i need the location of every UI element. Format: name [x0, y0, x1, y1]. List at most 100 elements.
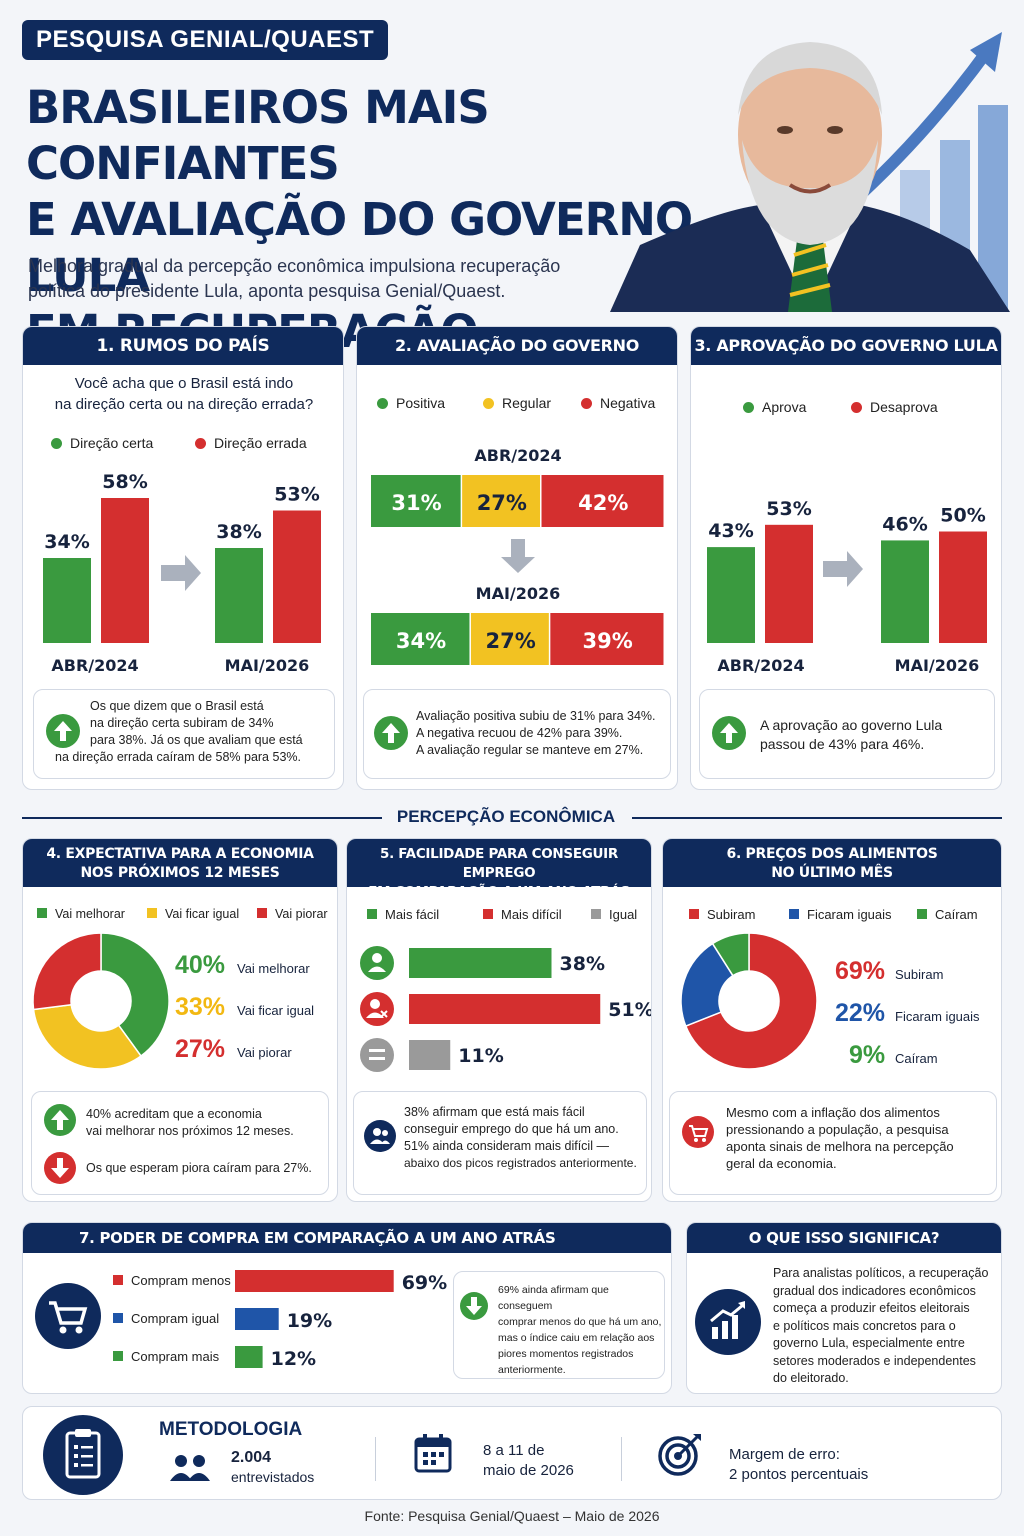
value-label: 27% — [175, 1035, 226, 1063]
slice-label: Ficaram iguais — [895, 1009, 980, 1024]
slice-vai-ficar-igual — [32, 1003, 143, 1070]
slice-label: Caíram — [895, 1051, 938, 1066]
slice-cairam — [711, 932, 750, 977]
legend-item: Aprova — [743, 399, 806, 415]
value-label: 42% — [578, 491, 628, 515]
slice-vai-piorar — [32, 932, 102, 1011]
margin-line: Margem de erro: — [729, 1446, 840, 1463]
red-dot-icon — [195, 438, 206, 449]
note-box: Os que dizem que o Brasil está na direçã… — [33, 689, 335, 779]
red-dot-icon — [581, 398, 592, 409]
gray-square-icon — [591, 909, 601, 919]
shopping-cart-icon — [35, 1283, 101, 1349]
bar-abr-2024-certa — [43, 558, 91, 643]
note-line: 40% acreditam que a economia — [86, 1107, 262, 1121]
red-dot-icon — [851, 402, 862, 413]
title-line: E AVALIAÇÃO DO GOVERNO LULA — [26, 193, 693, 302]
text-line: gradual dos indicadores econômicos — [773, 1283, 976, 1298]
note-text: Mesmo com a inflação dos alimentos press… — [726, 1104, 994, 1172]
card-precos-alimentos: 6. PREÇOS DOS ALIMENTOS NO ÚLTIMO MÊS Su… — [662, 838, 1002, 1202]
arrow-down-icon — [501, 539, 535, 573]
divider — [621, 1437, 622, 1481]
note-text: 38% afirmam que está mais fácil consegui… — [404, 1104, 648, 1172]
title-line: 6. PREÇOS DOS ALIMENTOS — [726, 846, 938, 862]
legend-label: Positiva — [396, 395, 446, 411]
bar-igual — [409, 1040, 451, 1070]
note-line: 51% ainda consideram mais difícil — — [404, 1139, 609, 1153]
value-label: 69% — [402, 1272, 447, 1294]
chart-rumos: 34% 58% 38% 53% ABR/2024 MAI/2026 — [43, 471, 321, 675]
card-title: 2. AVALIAÇÃO DO GOVERNO FEDERAL — [357, 327, 677, 393]
smile-shape — [788, 183, 832, 194]
legend-label: Vai ficar igual — [165, 907, 240, 921]
legend-item: Mais fácil — [367, 907, 439, 922]
card-facilidade-emprego: 5. FACILIDADE PARA CONSEGUIR EMPREGO EM … — [346, 838, 652, 1202]
value-label: 19% — [287, 1310, 332, 1332]
card-rumos-do-pais: 1. RUMOS DO PAÍS Você acha que o Brasil … — [22, 326, 344, 790]
bar-abr-2024-errada — [101, 498, 149, 643]
text-line: e políticos mais concretos para o — [773, 1318, 956, 1333]
note-text: Os que esperam piora caíram para 27%. — [86, 1161, 312, 1175]
category-label: Compram igual — [131, 1311, 220, 1326]
segment-positiva — [371, 613, 470, 665]
legend-label: Direção errada — [214, 435, 307, 451]
value-label: 53% — [274, 484, 319, 506]
divider — [375, 1437, 376, 1481]
note-line: passou de 43% para 46%. — [760, 736, 925, 752]
value-label: 27% — [486, 629, 536, 653]
note-text: 40% acreditam que a economia vai melhora… — [86, 1106, 326, 1140]
bar-mais-facil — [409, 948, 552, 978]
arrow-head-icon — [970, 32, 1002, 72]
note-box: Avaliação positiva subiu de 31% para 34%… — [363, 689, 671, 779]
card-expectativa-economia: 4. EXPECTATIVA PARA A ECONOMIA NOS PRÓXI… — [22, 838, 338, 1202]
note-text: Os que dizem que o Brasil está na direçã… — [55, 698, 334, 766]
green-dot-icon — [51, 438, 62, 449]
category-label: MAI/2026 — [225, 656, 310, 675]
legend-item: Positiva — [377, 395, 445, 411]
bar-abr-2024-aprova — [707, 547, 755, 643]
people-icon — [364, 1120, 396, 1152]
card-title: 6. PREÇOS DOS ALIMENTOS NO ÚLTIMO MÊS — [663, 839, 1001, 887]
value-label: 43% — [708, 520, 753, 542]
note-line: abaixo dos picos registrados anteriormen… — [404, 1156, 637, 1170]
question-line: Você acha que o Brasil está indo — [74, 375, 294, 392]
value-label: 46% — [882, 513, 927, 535]
value-label: 38% — [560, 953, 605, 975]
slice-label: Vai piorar — [237, 1045, 292, 1060]
note-line: comprar menos do que há um ano, — [498, 1316, 662, 1328]
margin-of-error: Margem de erro: 2 pontos percentuais — [729, 1445, 868, 1485]
note-line: 38% afirmam que está mais fácil — [404, 1105, 585, 1119]
row-label: MAI/2026 — [476, 584, 561, 603]
legend-item: Compram menos — [113, 1273, 231, 1288]
value-label: 69% — [835, 957, 886, 985]
note-line: geral da economia. — [726, 1156, 837, 1171]
title-line: 5. FACILIDADE PARA CONSEGUIR EMPREGO — [379, 846, 618, 881]
arrow-up-icon — [44, 1104, 76, 1136]
red-square-icon — [113, 1275, 123, 1285]
legend-item: Igual — [591, 907, 637, 922]
note-line: na direção errada caíram de 58% para 53%… — [55, 750, 301, 764]
blue-square-icon — [789, 909, 799, 919]
note-line: A avaliação regular se manteve em 27%. — [416, 743, 644, 757]
section-divider — [632, 817, 1002, 819]
note-line: anteriormente. — [498, 1364, 566, 1376]
bar-compram-igual — [235, 1308, 279, 1330]
value-label: 34% — [44, 531, 89, 553]
text-line: Para analistas políticos, a recuperação — [773, 1266, 989, 1280]
respondent-label: entrevistados — [231, 1469, 315, 1485]
card-poder-de-compra: 7. PODER DE COMPRA EM COMPARAÇÃO A UM AN… — [22, 1222, 672, 1394]
green-square-icon — [917, 909, 927, 919]
people-icon — [167, 1451, 215, 1488]
note-line: para 38%. Já os que avaliam que está — [90, 733, 303, 747]
value-label: 51% — [608, 999, 652, 1021]
target-icon — [657, 1431, 703, 1482]
value-label: 9% — [849, 1041, 886, 1069]
note-box: 69% ainda afirmam que conseguem comprar … — [453, 1271, 665, 1379]
legend-item: Desaprova — [851, 399, 938, 415]
arrow-down-icon — [44, 1152, 76, 1184]
legend-item: Caíram — [917, 907, 978, 922]
note-line: conseguir emprego do que há um ano. — [404, 1122, 619, 1136]
chart-avaliacao: ABR/2024 31% 27% 42% MAI/2026 34% 27% 39… — [371, 446, 664, 665]
value-label: 53% — [766, 498, 811, 520]
legend-label: Caíram — [935, 907, 978, 922]
